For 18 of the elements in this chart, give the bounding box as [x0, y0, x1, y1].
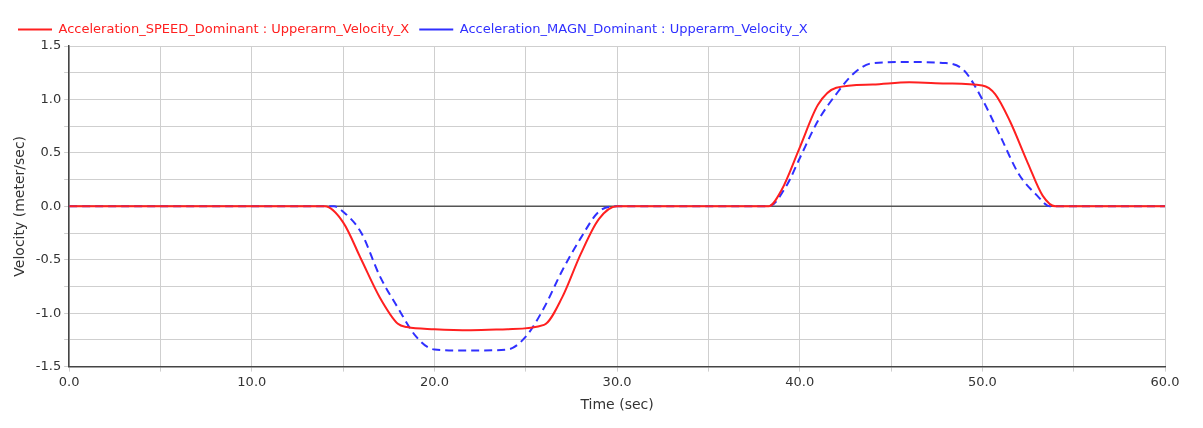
x-tick-label: 30.0	[602, 373, 632, 389]
x-tick-label: 60.0	[1150, 373, 1180, 389]
y-tick-label: 1.5	[40, 37, 62, 53]
y-tick-label: -0.5	[35, 251, 62, 267]
x-tick-label: 50.0	[967, 373, 997, 389]
x-tick-label: 20.0	[419, 373, 449, 389]
x-axis-title: Time (sec)	[579, 396, 654, 413]
legend-label: Acceleration_MAGN_Dominant : Upperarm_Velocity_X	[459, 20, 808, 36]
x-tick-label: 10.0	[237, 373, 267, 389]
y-tick-label: -1.5	[35, 357, 62, 373]
y-axis-title: Velocity (meter/sec)	[11, 135, 28, 277]
y-tick-label: -1.0	[35, 304, 62, 320]
y-tick-label: 1.0	[40, 90, 62, 106]
legend-label: Acceleration_SPEED_Dominant : Upperarm_Velocity_X	[58, 20, 410, 36]
x-tick-label: 0.0	[58, 373, 80, 389]
x-tick-label: 40.0	[785, 373, 815, 389]
y-tick-label: 0.0	[40, 197, 62, 213]
y-tick-label: 0.5	[40, 144, 62, 160]
